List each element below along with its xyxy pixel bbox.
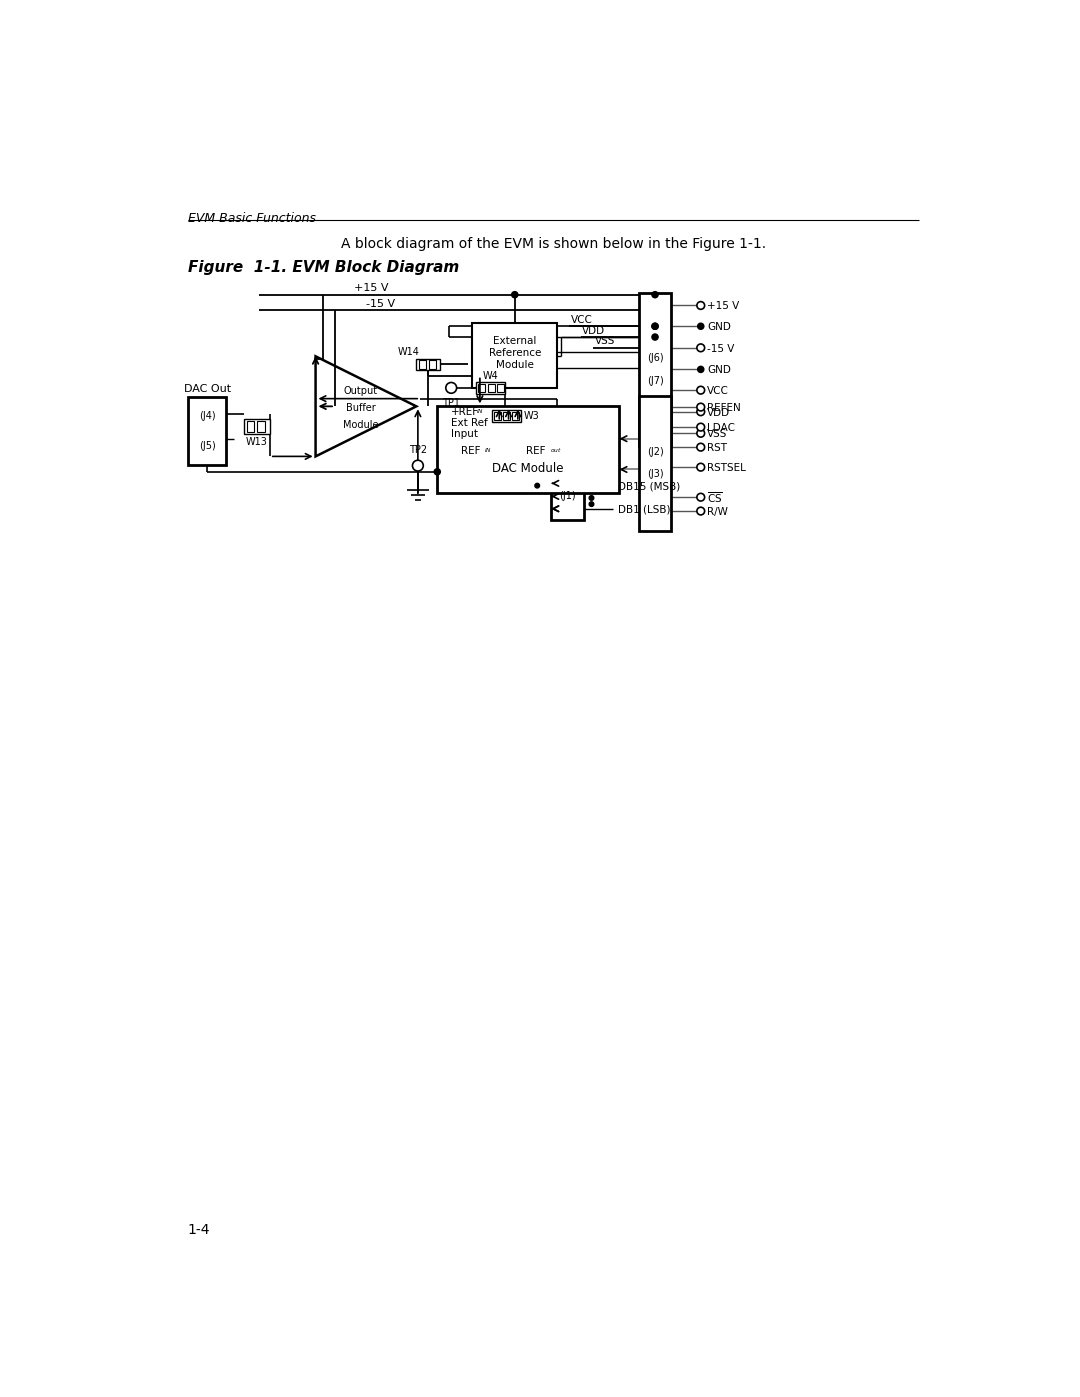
Text: (J1): (J1) xyxy=(559,492,576,502)
Text: VCC: VCC xyxy=(570,314,593,324)
Text: (J5): (J5) xyxy=(199,441,215,451)
Bar xyxy=(494,412,501,420)
Circle shape xyxy=(590,502,594,507)
Circle shape xyxy=(697,429,704,437)
Bar xyxy=(429,360,436,369)
Text: Module: Module xyxy=(343,420,379,430)
Text: 1-4: 1-4 xyxy=(188,1222,211,1236)
Text: +15 V: +15 V xyxy=(354,284,389,293)
Circle shape xyxy=(413,460,423,471)
Bar xyxy=(246,420,255,432)
Bar xyxy=(638,397,672,531)
Text: GND: GND xyxy=(707,323,731,332)
Text: +15 V: +15 V xyxy=(707,302,739,312)
Text: (J4): (J4) xyxy=(199,411,215,420)
Circle shape xyxy=(535,483,540,488)
Text: VCC: VCC xyxy=(707,386,729,395)
Bar xyxy=(638,293,672,446)
Circle shape xyxy=(590,496,594,500)
Text: A block diagram of the EVM is shown below in the Figure 1-1.: A block diagram of the EVM is shown belo… xyxy=(341,237,766,251)
Text: (J2): (J2) xyxy=(647,447,663,457)
Circle shape xyxy=(652,323,658,330)
Circle shape xyxy=(434,469,441,475)
Text: TP2: TP2 xyxy=(409,444,427,455)
Text: W13: W13 xyxy=(246,437,268,447)
Circle shape xyxy=(652,323,658,330)
Text: REFEN: REFEN xyxy=(707,402,741,414)
Text: DAC Out: DAC Out xyxy=(184,384,231,394)
Bar xyxy=(478,384,485,393)
Bar xyxy=(437,407,619,493)
Text: Ext Ref: Ext Ref xyxy=(451,418,488,427)
Text: W4: W4 xyxy=(483,372,499,381)
Circle shape xyxy=(697,302,704,309)
Bar xyxy=(188,397,227,465)
Text: RST: RST xyxy=(707,443,727,453)
Text: Output: Output xyxy=(343,386,378,395)
Circle shape xyxy=(697,443,704,451)
Text: VDD: VDD xyxy=(582,326,605,335)
Text: DB1 (LSB): DB1 (LSB) xyxy=(618,504,671,514)
Text: VSS: VSS xyxy=(595,337,615,346)
Text: Reference: Reference xyxy=(488,348,541,358)
Bar xyxy=(491,411,521,422)
Text: LDAC: LDAC xyxy=(707,423,735,433)
Text: +REF: +REF xyxy=(451,407,480,418)
Circle shape xyxy=(697,507,704,515)
Bar xyxy=(416,359,440,370)
Bar xyxy=(476,383,505,394)
Circle shape xyxy=(697,408,704,415)
Circle shape xyxy=(512,292,517,298)
Text: $\overline{\mathrm{CS}}$: $\overline{\mathrm{CS}}$ xyxy=(707,490,723,504)
Text: $_{IN}$: $_{IN}$ xyxy=(484,447,491,455)
Bar xyxy=(243,419,270,434)
Text: EVM Basic Functions: EVM Basic Functions xyxy=(188,212,315,225)
Text: W14: W14 xyxy=(397,346,419,358)
Text: Figure  1-1. EVM Block Diagram: Figure 1-1. EVM Block Diagram xyxy=(188,260,459,275)
Text: (J7): (J7) xyxy=(647,376,663,386)
Text: REF: REF xyxy=(460,447,480,457)
Text: Buffer: Buffer xyxy=(346,402,376,414)
Bar xyxy=(488,384,495,393)
Text: VDD: VDD xyxy=(707,408,730,418)
Text: External: External xyxy=(494,335,537,345)
Bar xyxy=(503,412,510,420)
Text: DB15 (MSB): DB15 (MSB) xyxy=(618,482,680,492)
Circle shape xyxy=(446,383,457,393)
Text: -15 V: -15 V xyxy=(366,299,395,309)
Text: REF: REF xyxy=(526,447,545,457)
Circle shape xyxy=(652,334,658,339)
Circle shape xyxy=(697,387,704,394)
Circle shape xyxy=(697,423,704,432)
Circle shape xyxy=(698,323,704,330)
Text: $_{out}$: $_{out}$ xyxy=(550,447,562,455)
Bar xyxy=(257,420,266,432)
Text: (J6): (J6) xyxy=(647,353,663,363)
Bar xyxy=(512,412,519,420)
Text: Module: Module xyxy=(496,360,534,370)
Circle shape xyxy=(697,493,704,502)
Text: $_{IN}$: $_{IN}$ xyxy=(476,407,484,416)
Bar xyxy=(472,323,557,388)
Text: VSS: VSS xyxy=(707,429,727,439)
Text: W3: W3 xyxy=(524,411,540,420)
Text: RSTSEL: RSTSEL xyxy=(707,462,746,474)
Text: Input: Input xyxy=(451,429,478,439)
Circle shape xyxy=(697,344,704,352)
Circle shape xyxy=(697,464,704,471)
Text: -15 V: -15 V xyxy=(707,344,734,353)
Circle shape xyxy=(697,404,704,411)
Text: DAC Module: DAC Module xyxy=(492,462,564,475)
Bar xyxy=(551,474,583,520)
Circle shape xyxy=(652,292,658,298)
Circle shape xyxy=(698,366,704,373)
Bar xyxy=(497,384,504,393)
Text: R/W: R/W xyxy=(707,507,728,517)
Text: (J3): (J3) xyxy=(647,469,663,479)
Text: TP1: TP1 xyxy=(442,398,460,408)
Text: GND: GND xyxy=(707,365,731,376)
Bar xyxy=(419,360,427,369)
